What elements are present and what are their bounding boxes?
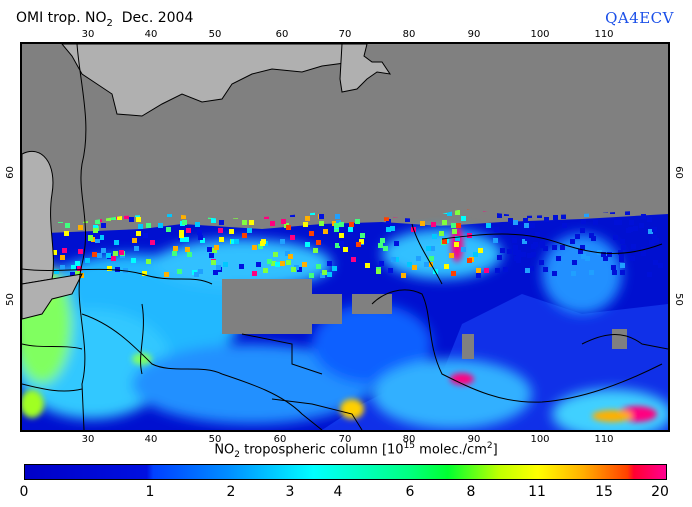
tick-label: 50 <box>208 434 222 445</box>
colorbar-tick-label: 2 <box>226 484 236 500</box>
colorbar-tick-label: 11 <box>528 484 546 500</box>
colorbar-tick-label: 1 <box>145 484 155 500</box>
cb-label-end: ] <box>492 442 498 458</box>
colorbar-tick-label: 6 <box>405 484 415 500</box>
tick-label: 100 <box>530 434 550 445</box>
cb-label-sup2: 2 <box>486 441 493 451</box>
colorbar-title: NO2 tropospheric column [1015 molec./cm2… <box>0 441 692 460</box>
colorbar-tick-label: 3 <box>285 484 295 500</box>
tick-label: 80 <box>402 29 416 40</box>
tick-label: 40 <box>144 29 158 40</box>
colorbar-tick-label: 0 <box>19 484 29 500</box>
tick-label: 60 <box>4 166 16 179</box>
tick-label: 50 <box>208 29 222 40</box>
tick-label: 40 <box>144 434 158 445</box>
title-subscript: 2 <box>106 17 113 29</box>
tick-label: 80 <box>402 434 416 445</box>
tick-label: 100 <box>530 29 550 40</box>
water-overlay <box>22 44 392 320</box>
tick-label: 30 <box>81 434 95 445</box>
data-pixels <box>22 204 663 278</box>
colorbar-tick-label: 15 <box>595 484 613 500</box>
tick-label: 30 <box>81 29 95 40</box>
cb-label-no: NO <box>214 442 235 458</box>
tick-label: 90 <box>467 434 481 445</box>
cb-label-sup: 15 <box>403 441 416 451</box>
title-text: OMI trop. NO <box>16 10 107 26</box>
no2-field <box>22 204 668 430</box>
tick-label: 60 <box>275 29 289 40</box>
tick-label: 110 <box>594 434 614 445</box>
cb-label-mid: tropospheric column [10 <box>240 442 404 458</box>
tick-label: 70 <box>338 434 352 445</box>
country-borders <box>22 44 668 430</box>
tick-label: 50 <box>672 293 684 306</box>
tick-label: 110 <box>594 29 614 40</box>
title-date: Dec. 2004 <box>112 10 194 26</box>
cb-label-sub: 2 <box>234 449 241 460</box>
colorbar-tick-label: 4 <box>333 484 343 500</box>
colorbar-tick-label: 20 <box>651 484 669 500</box>
tick-label: 60 <box>273 434 287 445</box>
map-canvas <box>22 44 668 430</box>
colorbar <box>24 464 667 480</box>
map-title: OMI trop. NO2 Dec. 2004 <box>16 10 193 29</box>
colorbar-tick-label: 8 <box>466 484 476 500</box>
brand-logo: QA4ECV <box>605 9 674 27</box>
tick-label: 60 <box>672 166 684 179</box>
cb-label-unit: molec./cm <box>415 442 487 458</box>
tick-label: 50 <box>4 293 16 306</box>
tick-label: 90 <box>467 29 481 40</box>
no2-map <box>20 42 670 432</box>
tick-label: 70 <box>338 29 352 40</box>
